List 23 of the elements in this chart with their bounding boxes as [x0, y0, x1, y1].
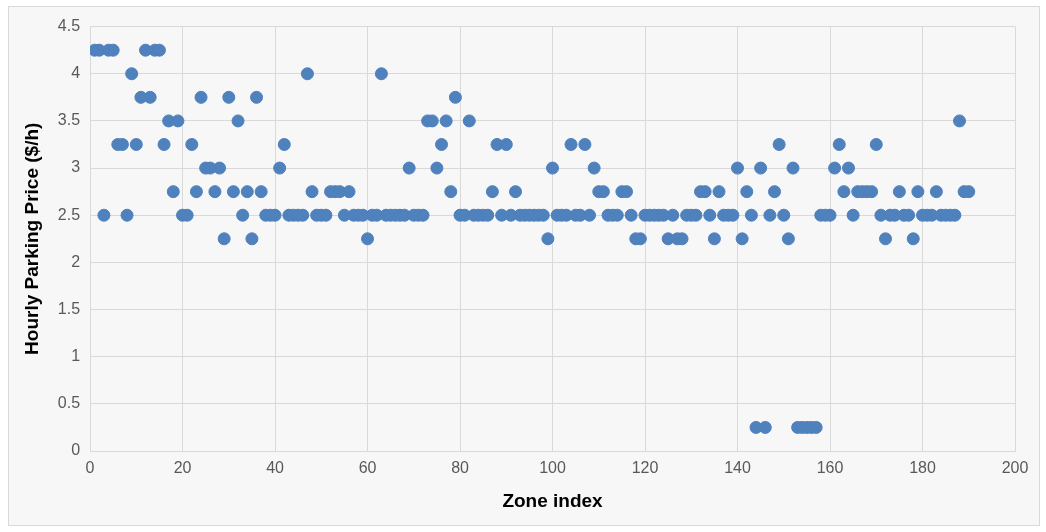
y-tick-label: 2 [71, 252, 81, 270]
x-axis-title: Zone index [502, 489, 604, 511]
x-tick-label: 200 [1001, 459, 1029, 477]
y-tick-label: 1.5 [57, 299, 81, 317]
y-tick-label: 3.5 [57, 111, 81, 129]
x-tick-label: 120 [631, 459, 659, 477]
x-tick-label: 60 [358, 459, 377, 477]
x-tick-label: 40 [266, 459, 285, 477]
y-tick-label: 2.5 [57, 205, 81, 223]
x-tick-label: 80 [451, 459, 470, 477]
y-tick-label: 0.5 [57, 394, 81, 412]
x-tick-label: 180 [909, 459, 936, 477]
y-tick-label: 0 [71, 441, 81, 459]
y-tick-label: 4 [71, 64, 81, 82]
y-axis-title: Hourly Parking Price ($/h) [20, 122, 42, 355]
x-tick-label: 20 [173, 459, 192, 477]
y-tick-label: 4.5 [57, 17, 81, 35]
x-tick-label: 0 [85, 459, 95, 477]
y-tick-label: 3 [71, 158, 81, 176]
x-tick-label: 100 [539, 459, 566, 477]
x-tick-label: 160 [816, 459, 844, 477]
x-tick-label: 140 [724, 459, 751, 477]
y-tick-label: 1 [71, 347, 81, 365]
